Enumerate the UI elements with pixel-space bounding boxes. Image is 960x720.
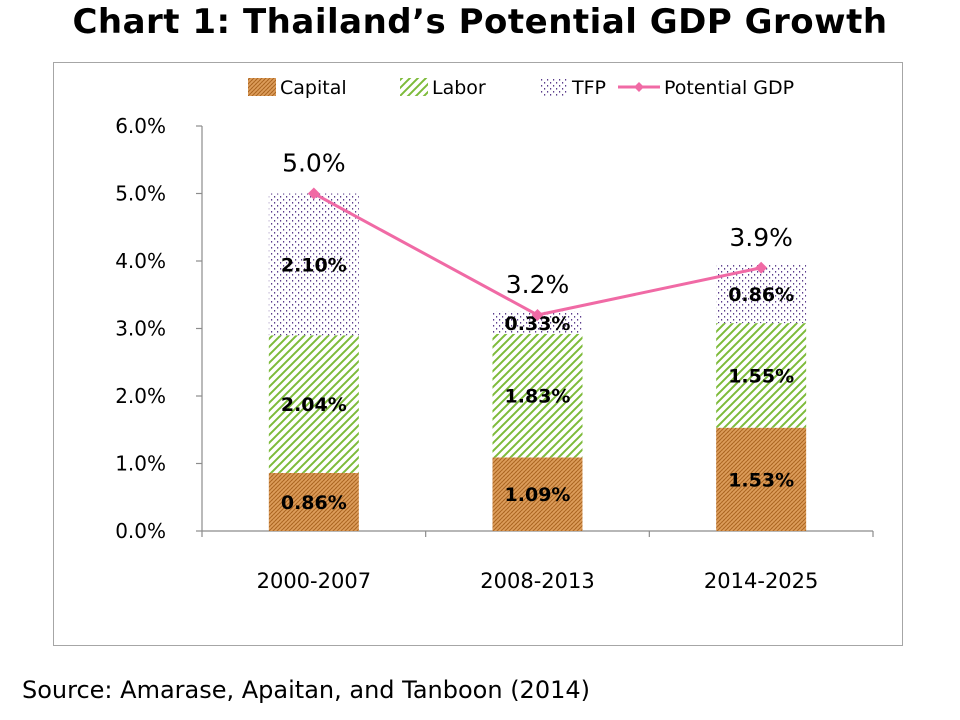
potential-gdp-line: 5.0% 3.2% 3.9% <box>282 149 793 321</box>
potential-gdp-point <box>531 309 544 321</box>
legend: Capital Labor TFP Potential GDP <box>248 77 794 99</box>
x-tick-label: 2000-2007 <box>257 569 371 593</box>
bars <box>268 193 807 531</box>
capital-data-label: 1.09% <box>505 484 571 506</box>
labor-legend-swatch <box>400 78 428 96</box>
labor-bar-segment <box>492 333 583 458</box>
chart-frame <box>53 62 903 646</box>
potential-gdp-point <box>307 187 320 200</box>
y-tick-label: 0.0% <box>115 519 166 543</box>
capital-bar-segment <box>268 472 359 531</box>
tfp-legend-swatch <box>540 78 568 96</box>
capital-legend-label: Capital <box>280 77 347 99</box>
tfp-legend-label: TFP <box>571 77 606 99</box>
axes: 0.0% 1.0% 2.0% 3.0% 4.0% 5.0% 6.0% 2000-2007 200… <box>115 114 874 593</box>
y-tick-label: 4.0% <box>115 249 166 273</box>
potential-gdp-data-label: 5.0% <box>282 149 346 178</box>
capital-data-label: 0.86% <box>281 492 347 514</box>
y-tick-label: 2.0% <box>115 384 166 408</box>
labor-data-label: 2.04% <box>281 394 347 416</box>
labor-legend-label: Labor <box>432 77 486 99</box>
source-note: Source: Amarase, Apaitan, and Tanboon (2… <box>22 676 590 704</box>
capital-bar-segment <box>492 457 583 531</box>
tfp-bar-segment <box>492 311 583 334</box>
labor-bar-segment <box>268 335 359 473</box>
chart-title: Chart 1: Thailand’s Potential GDP Growth <box>72 2 888 42</box>
potential-gdp-legend-marker <box>634 82 644 92</box>
tfp-bar-segment <box>268 193 359 336</box>
potential-gdp-data-label: 3.9% <box>729 223 793 252</box>
y-tick-label: 5.0% <box>115 182 166 206</box>
segment-labels: 0.86% 2.04% 2.10% 1.09% 1.83% 0.33% 1.53% 1.55%… <box>281 254 794 514</box>
capital-data-label: 1.53% <box>728 469 794 491</box>
potential-gdp-point <box>755 261 768 274</box>
y-tick-label: 6.0% <box>115 114 166 138</box>
tfp-data-label: 0.33% <box>505 313 571 335</box>
y-tick-label: 1.0% <box>115 452 166 476</box>
capital-legend-swatch <box>248 78 276 96</box>
x-tick-label: 2014-2025 <box>704 569 818 593</box>
labor-data-label: 1.83% <box>505 386 571 408</box>
y-tick-label: 3.0% <box>115 317 166 341</box>
tfp-data-label: 2.10% <box>281 254 347 276</box>
labor-bar-segment <box>716 323 807 428</box>
chart-plot: 0.0% 1.0% 2.0% 3.0% 4.0% 5.0% 6.0% 2000-2007 200… <box>115 77 874 593</box>
tfp-data-label: 0.86% <box>728 284 794 306</box>
potential-gdp-legend-label: Potential GDP <box>664 77 794 99</box>
capital-bar-segment <box>716 427 807 531</box>
x-tick-label: 2008-2013 <box>480 569 594 593</box>
labor-data-label: 1.55% <box>728 365 794 387</box>
potential-gdp-data-label: 3.2% <box>506 270 570 299</box>
